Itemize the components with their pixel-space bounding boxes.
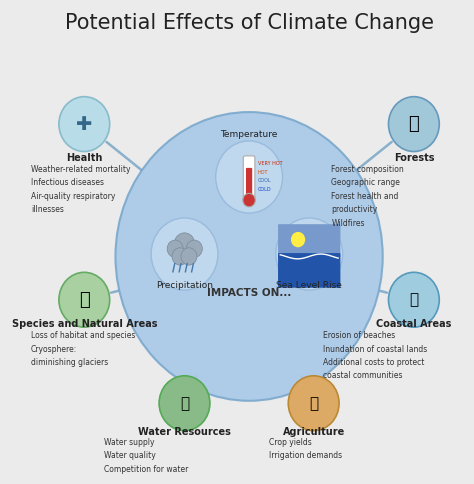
- Text: Temperature: Temperature: [220, 130, 278, 138]
- Text: ✚: ✚: [76, 115, 92, 134]
- Circle shape: [389, 97, 439, 151]
- Text: Precipitation: Precipitation: [156, 281, 213, 290]
- Circle shape: [181, 248, 197, 265]
- Text: 🏔: 🏔: [79, 291, 90, 309]
- Text: COLD: COLD: [258, 187, 272, 192]
- Text: Irrigation demands: Irrigation demands: [269, 452, 342, 460]
- Circle shape: [159, 376, 210, 431]
- Text: Erosion of beaches: Erosion of beaches: [323, 331, 395, 340]
- Text: Air-quality respiratory: Air-quality respiratory: [31, 192, 115, 201]
- Text: Water quality: Water quality: [104, 452, 156, 460]
- Circle shape: [288, 376, 339, 431]
- Circle shape: [167, 240, 183, 257]
- Text: Crop yields: Crop yields: [269, 438, 312, 447]
- Circle shape: [172, 248, 188, 265]
- Circle shape: [276, 218, 343, 290]
- Text: coastal communities: coastal communities: [323, 371, 402, 380]
- Text: Forest health and: Forest health and: [331, 192, 399, 201]
- Circle shape: [291, 232, 305, 247]
- Text: Forest composition: Forest composition: [331, 165, 404, 174]
- Text: 🌊: 🌊: [180, 396, 189, 411]
- Text: Additional costs to protect: Additional costs to protect: [323, 358, 424, 367]
- FancyBboxPatch shape: [246, 168, 252, 197]
- Text: Sea Level Rise: Sea Level Rise: [276, 281, 342, 290]
- Text: COOL: COOL: [258, 179, 272, 183]
- FancyBboxPatch shape: [243, 156, 255, 199]
- Text: Water supply: Water supply: [104, 438, 155, 447]
- FancyBboxPatch shape: [278, 253, 340, 287]
- Text: Cryosphere:: Cryosphere:: [31, 345, 77, 353]
- Text: Weather-related mortality: Weather-related mortality: [31, 165, 130, 174]
- Text: HOT: HOT: [258, 170, 268, 175]
- Circle shape: [389, 272, 439, 327]
- Circle shape: [59, 97, 109, 151]
- Circle shape: [216, 141, 283, 213]
- Circle shape: [174, 233, 195, 255]
- Circle shape: [186, 240, 202, 257]
- Circle shape: [243, 194, 255, 207]
- Text: 🌲: 🌲: [409, 115, 419, 133]
- Text: Coastal Areas: Coastal Areas: [376, 319, 452, 329]
- Circle shape: [116, 112, 383, 401]
- Text: Geographic range: Geographic range: [331, 179, 401, 187]
- Text: 🌾: 🌾: [309, 396, 318, 411]
- Text: Inundation of coastal lands: Inundation of coastal lands: [323, 345, 427, 353]
- Text: Infectious diseases: Infectious diseases: [31, 179, 104, 187]
- Text: Forests: Forests: [393, 153, 434, 163]
- Text: productivity: productivity: [331, 205, 378, 214]
- Text: IMPACTS ON...: IMPACTS ON...: [207, 287, 291, 298]
- Text: diminishing glaciers: diminishing glaciers: [31, 358, 108, 367]
- Text: VERY HOT: VERY HOT: [258, 161, 283, 166]
- Text: illnesses: illnesses: [31, 205, 64, 214]
- Text: Potential Effects of Climate Change: Potential Effects of Climate Change: [64, 14, 434, 33]
- Text: Wildfires: Wildfires: [331, 219, 365, 228]
- Text: Loss of habitat and species: Loss of habitat and species: [31, 331, 135, 340]
- Text: Health: Health: [66, 153, 102, 163]
- Text: Competition for water: Competition for water: [104, 465, 189, 474]
- Text: 🏖: 🏖: [410, 292, 419, 307]
- Text: Species and Natural Areas: Species and Natural Areas: [11, 319, 157, 329]
- FancyBboxPatch shape: [278, 224, 340, 257]
- Text: Water Resources: Water Resources: [138, 427, 231, 437]
- Circle shape: [151, 218, 218, 290]
- Circle shape: [59, 272, 109, 327]
- Text: Agriculture: Agriculture: [283, 427, 345, 437]
